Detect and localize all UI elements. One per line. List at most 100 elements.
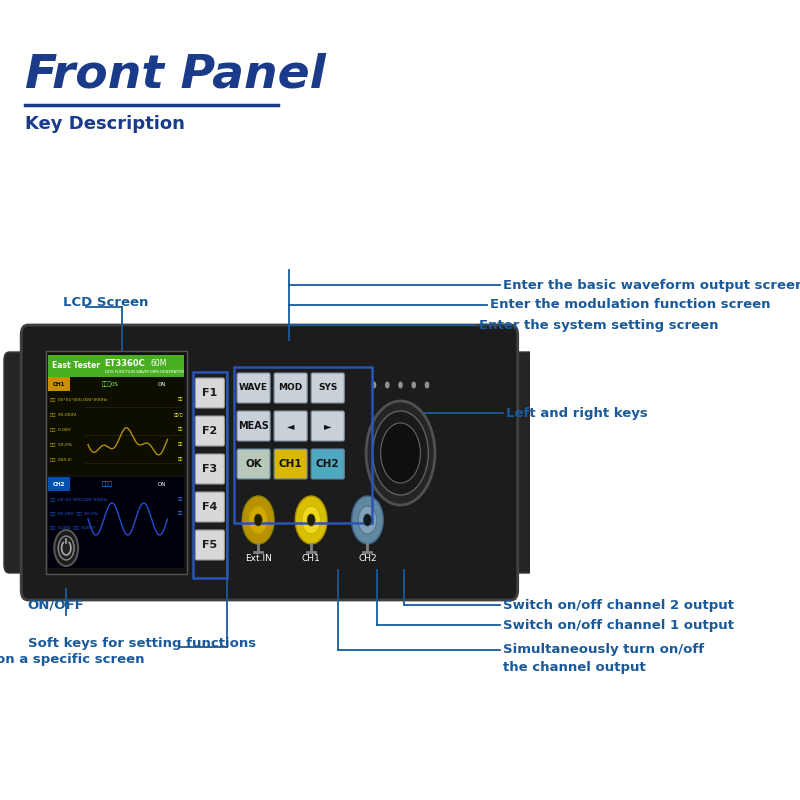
Text: 幅度  05.00V  占空  50.0%: 幅度 05.00V 占空 50.0% — [50, 511, 98, 515]
FancyBboxPatch shape — [195, 378, 225, 408]
Circle shape — [249, 506, 267, 534]
Text: CH2: CH2 — [316, 459, 339, 469]
Circle shape — [425, 382, 430, 389]
Text: 频率  00°01°000.000°000Hz: 频率 00°01°000.000°000Hz — [50, 397, 108, 401]
Bar — [48, 477, 70, 491]
Circle shape — [363, 514, 371, 526]
Text: F4: F4 — [202, 502, 218, 512]
Text: 频率  00°01°000.000°000Hz: 频率 00°01°000.000°000Hz — [50, 497, 108, 501]
Circle shape — [373, 411, 428, 495]
FancyBboxPatch shape — [195, 492, 225, 522]
Text: ◄: ◄ — [287, 421, 294, 431]
FancyBboxPatch shape — [494, 352, 535, 573]
Text: Enter the modulation function screen: Enter the modulation function screen — [490, 298, 770, 311]
Text: F5: F5 — [202, 540, 218, 550]
Circle shape — [254, 514, 262, 526]
Text: Simultaneously turn on/off: Simultaneously turn on/off — [503, 643, 704, 657]
Text: Enter the basic waveform output screen: Enter the basic waveform output screen — [503, 278, 800, 291]
FancyBboxPatch shape — [311, 411, 344, 441]
FancyBboxPatch shape — [195, 454, 225, 484]
Text: 任意波0S: 任意波0S — [102, 382, 118, 386]
Text: 相位: 相位 — [178, 457, 182, 461]
Circle shape — [372, 382, 376, 389]
Circle shape — [54, 530, 78, 566]
Bar — [234, 367, 372, 523]
Bar — [48, 377, 184, 475]
Text: 占空: 占空 — [178, 497, 182, 501]
Text: East Tester: East Tester — [52, 362, 100, 370]
Text: CH1: CH1 — [53, 382, 65, 386]
Bar — [48, 355, 184, 377]
Text: OK: OK — [245, 459, 262, 469]
Text: MOD: MOD — [278, 383, 302, 393]
Text: SYS: SYS — [318, 383, 338, 393]
Circle shape — [302, 506, 321, 534]
Text: F3: F3 — [202, 464, 218, 474]
FancyBboxPatch shape — [274, 411, 307, 441]
Text: WAVE: WAVE — [239, 383, 268, 393]
Text: Soft keys for setting functions: Soft keys for setting functions — [28, 637, 256, 650]
Text: 60M: 60M — [151, 358, 167, 367]
Text: CH2: CH2 — [53, 482, 65, 486]
Text: 偏置  0.00V: 偏置 0.00V — [50, 427, 71, 431]
Text: F2: F2 — [202, 426, 218, 436]
Text: 幅度  05.000V: 幅度 05.000V — [50, 412, 77, 416]
FancyBboxPatch shape — [195, 416, 225, 446]
Text: 幅度/度: 幅度/度 — [174, 412, 182, 416]
Text: 偏置: 偏置 — [178, 427, 182, 431]
Text: Enter the system setting screen: Enter the system setting screen — [478, 318, 718, 331]
Text: CH1: CH1 — [279, 459, 302, 469]
FancyBboxPatch shape — [274, 373, 307, 403]
Bar — [193, 372, 227, 578]
FancyBboxPatch shape — [237, 373, 270, 403]
Text: 偏置  0.00V  相位  000.0°: 偏置 0.00V 相位 000.0° — [50, 525, 96, 529]
Text: on a specific screen: on a specific screen — [0, 654, 145, 666]
Circle shape — [242, 496, 274, 544]
Text: 占空  50.0%: 占空 50.0% — [50, 442, 72, 446]
Text: CH2: CH2 — [358, 554, 377, 563]
Text: Left and right keys: Left and right keys — [506, 406, 648, 419]
Circle shape — [398, 382, 403, 389]
Text: CH1: CH1 — [302, 554, 321, 563]
Text: 相位  000.0°: 相位 000.0° — [50, 457, 73, 461]
Text: ON: ON — [158, 382, 166, 386]
FancyBboxPatch shape — [237, 449, 270, 479]
FancyBboxPatch shape — [237, 411, 270, 441]
FancyBboxPatch shape — [311, 449, 344, 479]
Text: Switch on/off channel 1 output: Switch on/off channel 1 output — [503, 618, 734, 631]
Text: 正弦波: 正弦波 — [102, 482, 113, 486]
Text: 频率: 频率 — [178, 397, 182, 401]
Text: Switch on/off channel 2 output: Switch on/off channel 2 output — [503, 598, 734, 611]
Circle shape — [307, 514, 315, 526]
Text: DDS FUNCTION WAVEFORM GENERATOR: DDS FUNCTION WAVEFORM GENERATOR — [105, 370, 184, 374]
Bar — [48, 477, 184, 568]
Text: 幅度: 幅度 — [178, 442, 182, 446]
FancyBboxPatch shape — [274, 449, 307, 479]
Circle shape — [385, 382, 390, 389]
Text: ON/OFF: ON/OFF — [28, 598, 85, 611]
Text: LCD Screen: LCD Screen — [63, 295, 148, 309]
Text: ON: ON — [158, 482, 166, 486]
FancyBboxPatch shape — [311, 373, 344, 403]
Text: MEAS: MEAS — [238, 421, 269, 431]
Text: ►: ► — [324, 421, 331, 431]
Text: Front Panel: Front Panel — [25, 52, 326, 97]
Circle shape — [366, 401, 435, 505]
Circle shape — [295, 496, 327, 544]
FancyBboxPatch shape — [195, 530, 225, 560]
Text: the channel output: the channel output — [503, 662, 646, 674]
Text: Ext.IN: Ext.IN — [245, 554, 272, 563]
Text: ET3360C: ET3360C — [105, 358, 146, 367]
Text: 相位: 相位 — [178, 511, 182, 515]
Text: F1: F1 — [202, 388, 218, 398]
Circle shape — [358, 506, 377, 534]
Circle shape — [411, 382, 416, 389]
FancyBboxPatch shape — [21, 325, 518, 600]
Bar — [48, 377, 70, 391]
Text: Key Description: Key Description — [25, 115, 185, 133]
FancyBboxPatch shape — [4, 352, 44, 573]
Circle shape — [351, 496, 383, 544]
Circle shape — [381, 423, 420, 483]
Circle shape — [58, 536, 74, 560]
Bar — [46, 351, 186, 574]
